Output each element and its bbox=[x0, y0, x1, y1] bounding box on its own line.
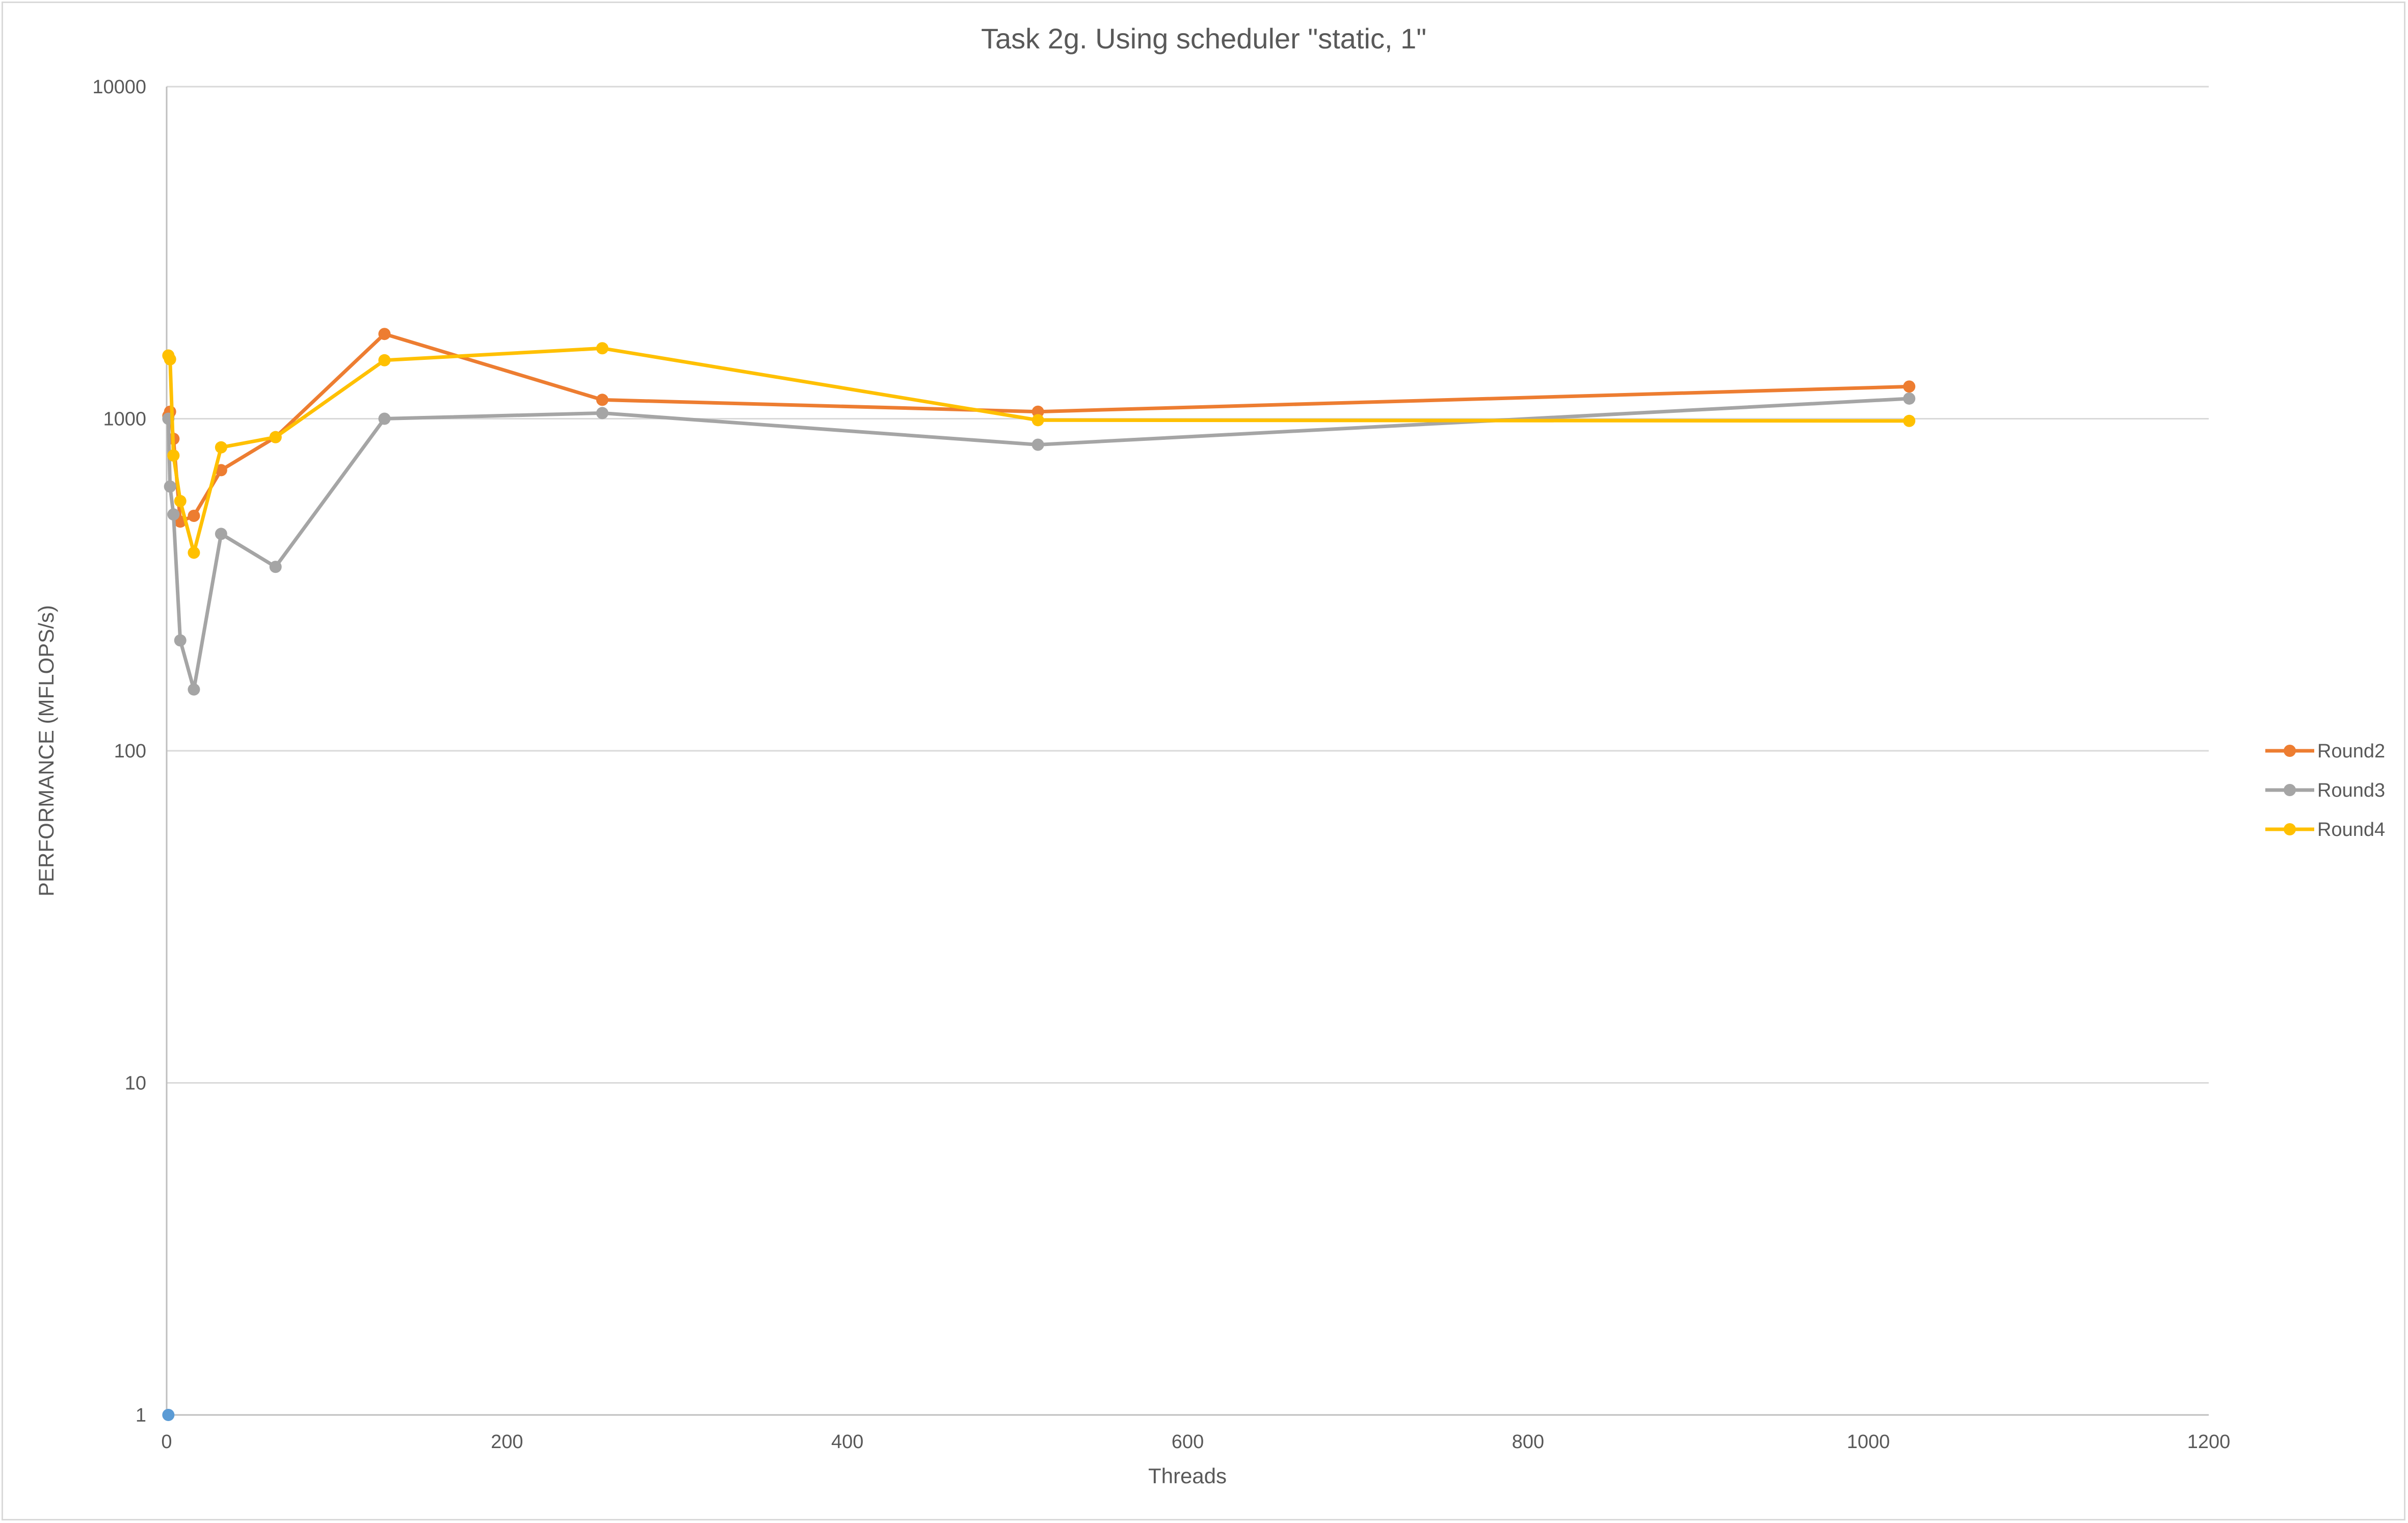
data-point-round4 bbox=[174, 495, 187, 508]
x-tick-label: 1000 bbox=[1847, 1431, 1890, 1453]
x-axis-title: Threads bbox=[1148, 1464, 1227, 1488]
series-line-round2 bbox=[167, 332, 1910, 523]
series-layer bbox=[162, 328, 1916, 1421]
data-point-round4 bbox=[269, 431, 282, 443]
legend-label: Round2 bbox=[2317, 741, 2385, 762]
data-point-round3 bbox=[269, 561, 282, 573]
data-point-round3 bbox=[378, 412, 391, 425]
y-tick-label: 10000 bbox=[92, 76, 146, 98]
data-point-round3 bbox=[174, 634, 187, 647]
data-point-round4 bbox=[378, 354, 391, 366]
legend-marker bbox=[2284, 784, 2296, 796]
y-tick-label: 1 bbox=[136, 1405, 146, 1426]
data-point-unlabeled bbox=[162, 1409, 175, 1421]
data-point-round4 bbox=[188, 546, 200, 559]
data-point-round4 bbox=[215, 441, 227, 454]
legend-marker bbox=[2284, 745, 2296, 757]
y-axis-title: PERFORMANCE (MFLOPS/s) bbox=[34, 605, 58, 897]
y-tick-labels: 1 10 100 1000 10000 bbox=[92, 76, 146, 1426]
data-point-round4 bbox=[164, 353, 176, 365]
gridlines bbox=[167, 86, 2209, 1084]
data-point-round3 bbox=[215, 528, 227, 540]
legend-item-round2: Round2 bbox=[2265, 741, 2385, 762]
data-point-round4 bbox=[1903, 414, 1916, 427]
y-tick-label: 100 bbox=[114, 741, 146, 762]
data-point-round2 bbox=[1903, 380, 1916, 393]
x-tick-label: 800 bbox=[1512, 1431, 1544, 1453]
x-tick-label: 1200 bbox=[2187, 1431, 2231, 1453]
series-round4 bbox=[162, 342, 1916, 559]
series-round3 bbox=[162, 392, 1916, 696]
legend-marker bbox=[2284, 823, 2296, 835]
data-point-round3 bbox=[1031, 438, 1044, 451]
legend-item-round4: Round4 bbox=[2265, 819, 2385, 841]
data-point-round3 bbox=[1903, 392, 1916, 405]
legend-label: Round4 bbox=[2317, 819, 2385, 841]
data-point-round4 bbox=[596, 342, 608, 355]
x-tick-labels: 0 200 400 600 800 1000 1200 bbox=[161, 1431, 2230, 1453]
x-tick-label: 200 bbox=[491, 1431, 523, 1453]
data-point-round3 bbox=[596, 407, 608, 419]
legend-label: Round3 bbox=[2317, 780, 2385, 801]
legend: Round2 Round3 Round4 bbox=[2265, 741, 2385, 841]
y-tick-label: 1000 bbox=[103, 409, 146, 430]
x-tick-label: 0 bbox=[161, 1431, 172, 1453]
x-tick-label: 600 bbox=[1172, 1431, 1204, 1453]
data-point-round2 bbox=[378, 328, 391, 340]
data-point-round4 bbox=[167, 449, 180, 462]
y-tick-label: 10 bbox=[125, 1073, 146, 1094]
data-point-round2 bbox=[1031, 405, 1044, 418]
data-point-round3 bbox=[167, 508, 180, 521]
data-point-round2 bbox=[215, 464, 227, 477]
data-point-round4 bbox=[1031, 414, 1044, 427]
data-point-round3 bbox=[164, 480, 176, 493]
data-point-round3 bbox=[188, 683, 200, 696]
x-tick-label: 400 bbox=[831, 1431, 863, 1453]
data-point-round2 bbox=[596, 393, 608, 406]
data-point-round2 bbox=[188, 510, 200, 522]
legend-item-round3: Round3 bbox=[2265, 780, 2385, 801]
chart-title: Task 2g. Using scheduler "static, 1" bbox=[981, 22, 1426, 55]
